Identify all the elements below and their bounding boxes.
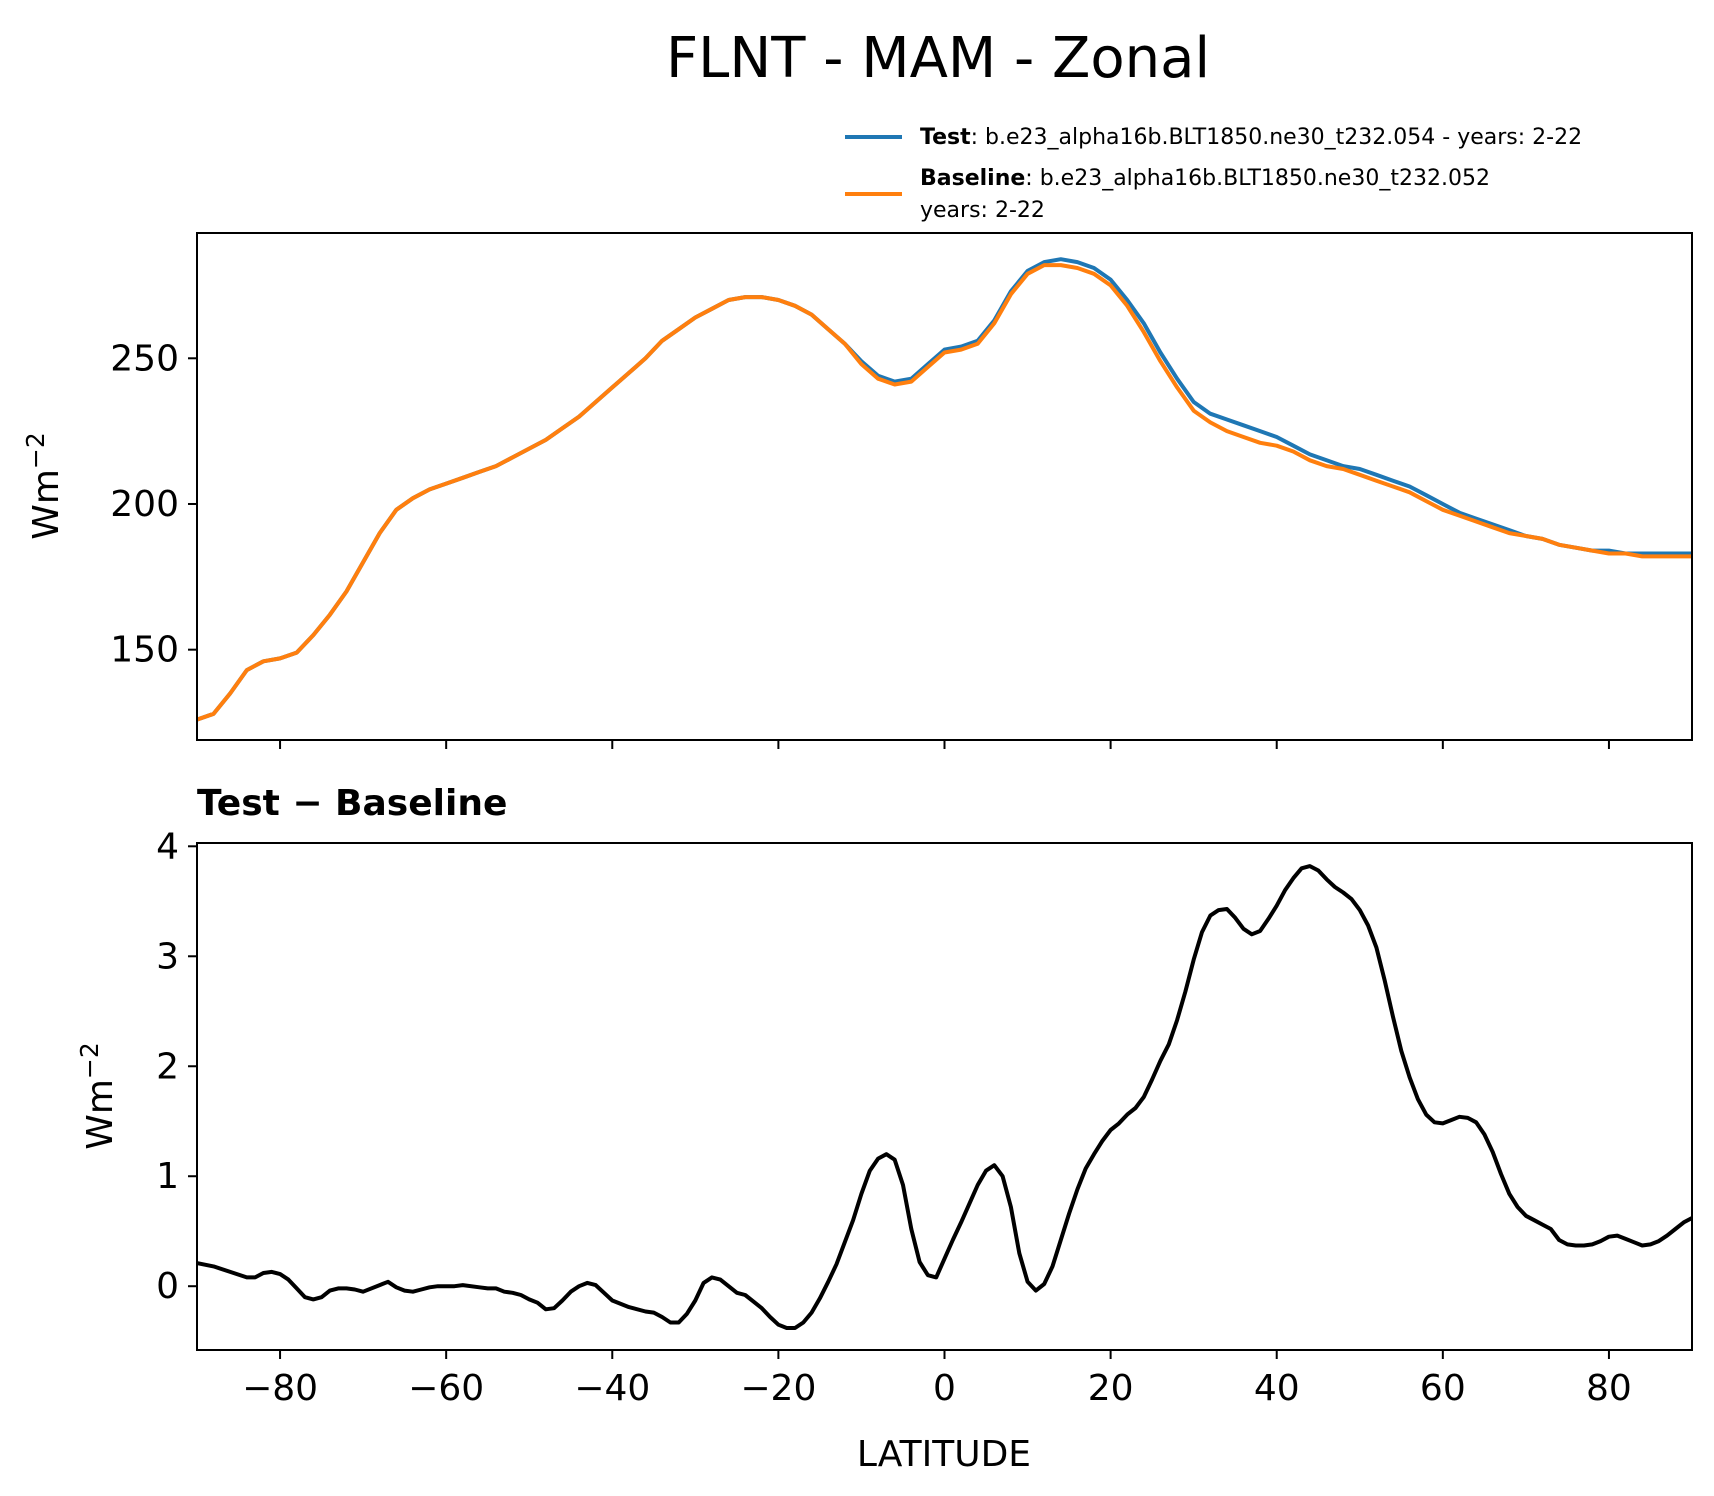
x-tick-label: −20: [740, 1368, 816, 1409]
legend-label-test: Test: b.e23_alpha16b.BLT1850.ne30_t232.0…: [920, 125, 1582, 150]
series-line-test: [197, 257, 1692, 722]
y-tick-label: 0: [156, 1266, 179, 1307]
top-series-group: [197, 257, 1692, 722]
legend-desc-baseline: : b.e23_alpha16b.BLT1850.ne30_t232.052: [1025, 166, 1490, 191]
bottom-axes-frame: [196, 842, 1693, 1351]
bottom-panel: Test − Baseline 0 1 2 3 4 −80 −60 −40 −20 0 20 40 6…: [75, 783, 1693, 1475]
top-y-axis-label: Wm−2: [21, 432, 67, 540]
bottom-y-ticks: 0 1 2 3 4: [156, 826, 197, 1307]
legend-label-baseline: Baseline: b.e23_alpha16b.BLT1850.ne30_t2…: [920, 166, 1490, 191]
x-tick-label: 40: [1254, 1368, 1300, 1409]
figure-title: FLNT - MAM - Zonal: [666, 26, 1210, 91]
x-tick-label: 80: [1586, 1368, 1632, 1409]
x-tick-label: −40: [574, 1368, 650, 1409]
bottom-series-group: [197, 864, 1692, 1330]
series-line-test-baseline: [197, 864, 1692, 1330]
y-tick-label: 4: [156, 826, 179, 867]
legend: Test: b.e23_alpha16b.BLT1850.ne30_t232.0…: [845, 125, 1582, 223]
legend-name-test: Test: [920, 125, 971, 150]
legend-desc-baseline-line2: years: 2-22: [920, 198, 1045, 223]
legend-name-baseline: Baseline: [920, 166, 1025, 191]
x-tick-label: −80: [242, 1368, 318, 1409]
bottom-y-axis-label: Wm−2: [75, 1042, 121, 1150]
y-tick-label: 2: [156, 1046, 179, 1087]
series-line-baseline: [197, 263, 1692, 722]
x-tick-label: 0: [933, 1368, 956, 1409]
bottom-panel-title: Test − Baseline: [197, 783, 507, 824]
y-tick-label: 3: [156, 936, 179, 977]
y-tick-label: 200: [110, 484, 179, 525]
legend-desc-test: : b.e23_alpha16b.BLT1850.ne30_t232.054 -…: [971, 125, 1582, 150]
y-tick-label: 1: [156, 1156, 179, 1197]
y-tick-label: 150: [110, 630, 179, 671]
top-y-ticks: 150 200 250: [110, 338, 197, 671]
x-axis-label: LATITUDE: [857, 1434, 1031, 1475]
top-x-ticks: [279, 740, 1610, 749]
x-tick-label: 60: [1420, 1368, 1466, 1409]
top-axes-frame: [196, 232, 1693, 741]
y-tick-label: 250: [110, 338, 179, 379]
x-tick-label: −60: [408, 1368, 484, 1409]
top-panel: 150 200 250 Wm−2: [21, 232, 1693, 749]
x-tick-label: 20: [1088, 1368, 1134, 1409]
bottom-x-ticks: −80 −60 −40 −20 0 20 40 60 80: [242, 1350, 1632, 1409]
